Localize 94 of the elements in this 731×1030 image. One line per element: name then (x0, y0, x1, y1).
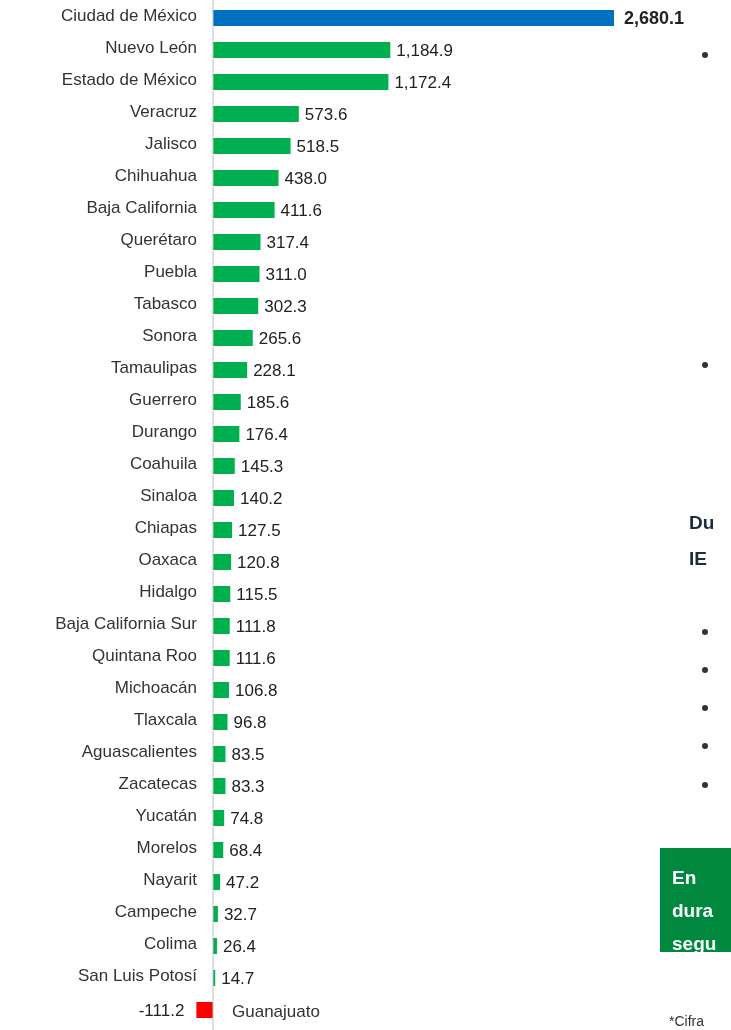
bar (213, 682, 229, 698)
data-label: 47.2 (226, 872, 260, 892)
bar (213, 266, 260, 282)
y-tick-label: Sonora (142, 325, 198, 345)
y-tick-label: Aguascalientes (81, 741, 197, 761)
y-tick-label: Durango (131, 421, 197, 441)
text: *Cifra (669, 1013, 705, 1029)
y-tick-label: Querétaro (120, 229, 197, 249)
y-tick-label: Quintana Roo (92, 645, 197, 665)
y-tick-label: Campeche (114, 901, 197, 921)
bar (213, 170, 279, 186)
data-label: 14.7 (221, 968, 255, 988)
bar (213, 490, 234, 506)
data-label: 83.3 (231, 776, 265, 796)
text: segu (672, 933, 717, 954)
y-tick-label: Coahuila (129, 453, 198, 473)
y-tick-label: Colima (144, 933, 198, 953)
data-label: 115.5 (236, 584, 278, 604)
data-label: -111.2 (138, 1000, 185, 1020)
y-tick-label: Veracruz (129, 101, 197, 121)
bar (213, 298, 259, 314)
text: En (672, 867, 697, 888)
y-tick-label: Baja California (86, 197, 198, 217)
text: Du (689, 512, 715, 533)
bar (213, 106, 299, 122)
data-label: 317.4 (266, 232, 310, 252)
bar (213, 202, 275, 218)
y-tick-label: Oaxaca (138, 549, 198, 569)
data-label: 83.5 (231, 744, 265, 764)
data-label: 32.7 (223, 904, 257, 924)
data-label: 111.6 (235, 648, 276, 668)
bar (213, 42, 391, 58)
bar (213, 650, 230, 666)
data-label: 176.4 (245, 424, 288, 444)
y-tick-label: Morelos (136, 837, 197, 857)
data-label: 311.0 (265, 264, 307, 284)
data-label: 1,184.9 (396, 40, 454, 60)
data-label: 74.8 (230, 808, 264, 828)
bar (213, 362, 248, 378)
data-label: 145.3 (240, 456, 284, 476)
bar (213, 138, 291, 154)
y-tick-label: Nayarit (143, 869, 198, 889)
y-tick-label: Chihuahua (114, 165, 198, 185)
y-tick-label: Tlaxcala (133, 709, 198, 729)
y-tick-label: Baja California Sur (55, 613, 198, 633)
y-tick-label: Hidalgo (139, 581, 197, 601)
y-tick-label: Tamaulipas (111, 357, 197, 377)
bar (213, 522, 233, 538)
data-label: 96.8 (233, 712, 267, 732)
data-label: 438.0 (284, 168, 328, 188)
data-label: 106.8 (234, 680, 278, 700)
y-tick-label: Zacatecas (118, 773, 197, 793)
data-label: 1,172.4 (394, 72, 452, 92)
y-tick-label: Puebla (144, 261, 198, 281)
y-tick-label: Michoacán (114, 677, 197, 697)
y-tick-label: Nuevo León (105, 37, 197, 57)
bar (213, 10, 614, 26)
data-label: 26.4 (222, 936, 257, 956)
data-label: 140.2 (239, 488, 283, 508)
bar (213, 74, 389, 90)
y-tick-label: Estado de México (61, 69, 197, 89)
bar (213, 554, 232, 570)
text: IE (689, 548, 707, 569)
data-label: 68.4 (229, 840, 263, 860)
y-tick-label: Sinaloa (140, 485, 198, 505)
y-tick-label: Tabasco (133, 293, 197, 313)
data-label: 111.8 (235, 616, 276, 636)
data-label: 265.6 (258, 328, 302, 348)
data-label: 573.6 (304, 104, 348, 124)
bar (213, 394, 241, 410)
data-label: 120.8 (237, 552, 280, 572)
y-tick-label: Guerrero (128, 389, 197, 409)
data-label: 228.1 (253, 360, 296, 380)
data-label: 302.3 (264, 296, 307, 316)
bar (213, 458, 235, 474)
text: dura (672, 900, 714, 921)
y-tick-label: Chiapas (134, 517, 197, 537)
bar (213, 714, 228, 730)
y-tick-label: Jalisco (145, 133, 197, 153)
bar (213, 234, 261, 250)
bar (196, 1002, 213, 1018)
bar (213, 618, 230, 634)
data-label: 411.6 (280, 200, 322, 220)
y-tick-label: Guanajuato (232, 1001, 320, 1021)
data-label: 185.6 (246, 392, 290, 412)
y-tick-label: Ciudad de México (60, 5, 197, 25)
bar (213, 426, 240, 442)
data-label: 127.5 (238, 520, 281, 540)
y-tick-label: San Luis Potosí (77, 965, 198, 985)
bar (213, 330, 253, 346)
data-label: 518.5 (296, 136, 340, 156)
bar (213, 586, 231, 602)
y-tick-label: Yucatán (135, 805, 197, 825)
data-label: 2,680.1 (624, 8, 685, 29)
